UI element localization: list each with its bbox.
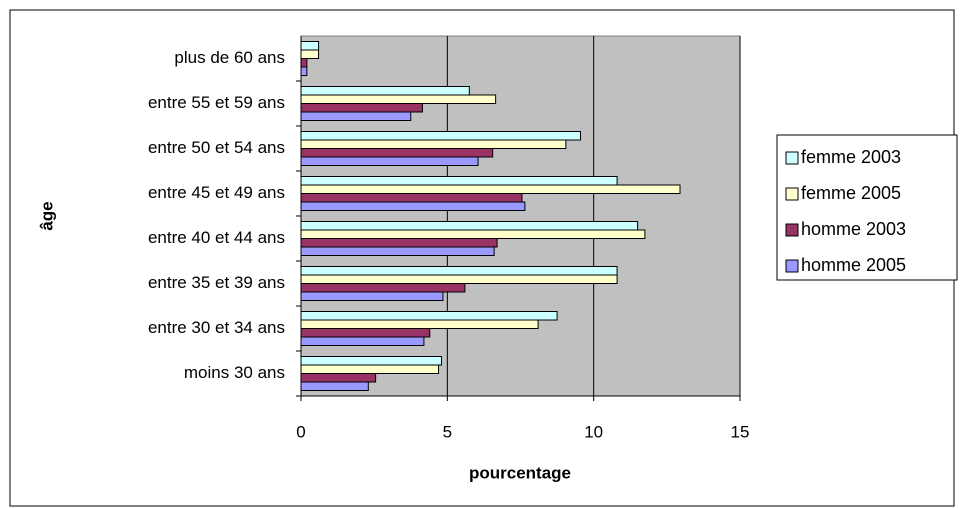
bar	[300, 266, 618, 276]
x-axis-label: pourcentage	[469, 463, 571, 482]
y-tick-label: plus de 60 ans	[174, 48, 285, 67]
legend-swatch	[785, 151, 799, 165]
bar	[300, 131, 581, 141]
bar	[300, 221, 639, 231]
y-axis-label: âge	[37, 201, 56, 230]
legend-swatch	[785, 187, 799, 201]
x-tick-label: 5	[443, 422, 452, 441]
y-tick-label: entre 50 et 54 ans	[148, 138, 285, 157]
legend-swatch	[785, 223, 799, 237]
bar	[300, 336, 425, 346]
bar	[300, 176, 618, 186]
y-tick-label: entre 35 et 39 ans	[148, 273, 285, 292]
bar	[300, 373, 377, 383]
x-tick-label: 0	[296, 422, 305, 441]
bar	[300, 364, 440, 374]
legend-label: homme 2005	[801, 255, 906, 275]
bar	[300, 66, 308, 76]
bar	[300, 274, 618, 284]
bar	[300, 49, 320, 59]
y-tick-label: entre 30 et 34 ans	[148, 318, 285, 337]
bar	[300, 103, 423, 113]
legend-label: homme 2003	[801, 219, 906, 239]
y-tick-label: entre 40 et 44 ans	[148, 228, 285, 247]
y-tick-label: entre 45 et 49 ans	[148, 183, 285, 202]
x-tick-label: 15	[731, 422, 750, 441]
bar	[300, 156, 479, 166]
bar	[300, 328, 431, 338]
bar	[300, 111, 412, 121]
bar	[300, 201, 526, 211]
bar	[300, 41, 320, 51]
y-tick-label: entre 55 et 59 ans	[148, 93, 285, 112]
bar	[300, 238, 498, 248]
legend	[776, 134, 958, 281]
bar	[300, 356, 442, 366]
bar	[300, 311, 558, 321]
bar	[300, 381, 369, 391]
bar	[300, 291, 444, 301]
bar	[300, 184, 681, 194]
bar	[300, 94, 497, 104]
bar	[300, 58, 308, 68]
x-tick-label: 10	[584, 422, 603, 441]
bar	[300, 319, 539, 329]
bar	[300, 229, 646, 239]
bar	[300, 283, 466, 293]
legend-swatch	[785, 259, 799, 273]
bar	[300, 193, 523, 203]
legend-label: femme 2003	[801, 147, 901, 167]
legend-label: femme 2005	[801, 183, 901, 203]
y-tick-label: moins 30 ans	[184, 363, 285, 382]
bar	[300, 86, 470, 96]
bar	[300, 148, 494, 158]
bar	[300, 139, 567, 149]
bar	[300, 246, 495, 256]
